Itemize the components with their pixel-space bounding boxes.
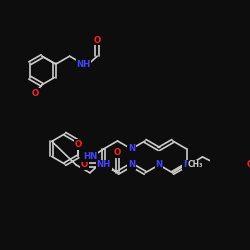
- Text: O: O: [81, 160, 88, 169]
- Text: N: N: [155, 160, 162, 169]
- Text: O: O: [74, 140, 82, 149]
- Text: HN: HN: [83, 152, 97, 162]
- Text: CH₃: CH₃: [187, 160, 203, 169]
- Text: N: N: [128, 160, 135, 169]
- Text: O: O: [247, 160, 250, 169]
- Text: N: N: [128, 144, 135, 154]
- Text: NH: NH: [76, 60, 90, 69]
- Text: O: O: [114, 148, 121, 157]
- Text: N: N: [183, 160, 190, 169]
- Text: O: O: [32, 88, 39, 98]
- Text: NH: NH: [96, 160, 111, 169]
- Text: O: O: [94, 36, 101, 45]
